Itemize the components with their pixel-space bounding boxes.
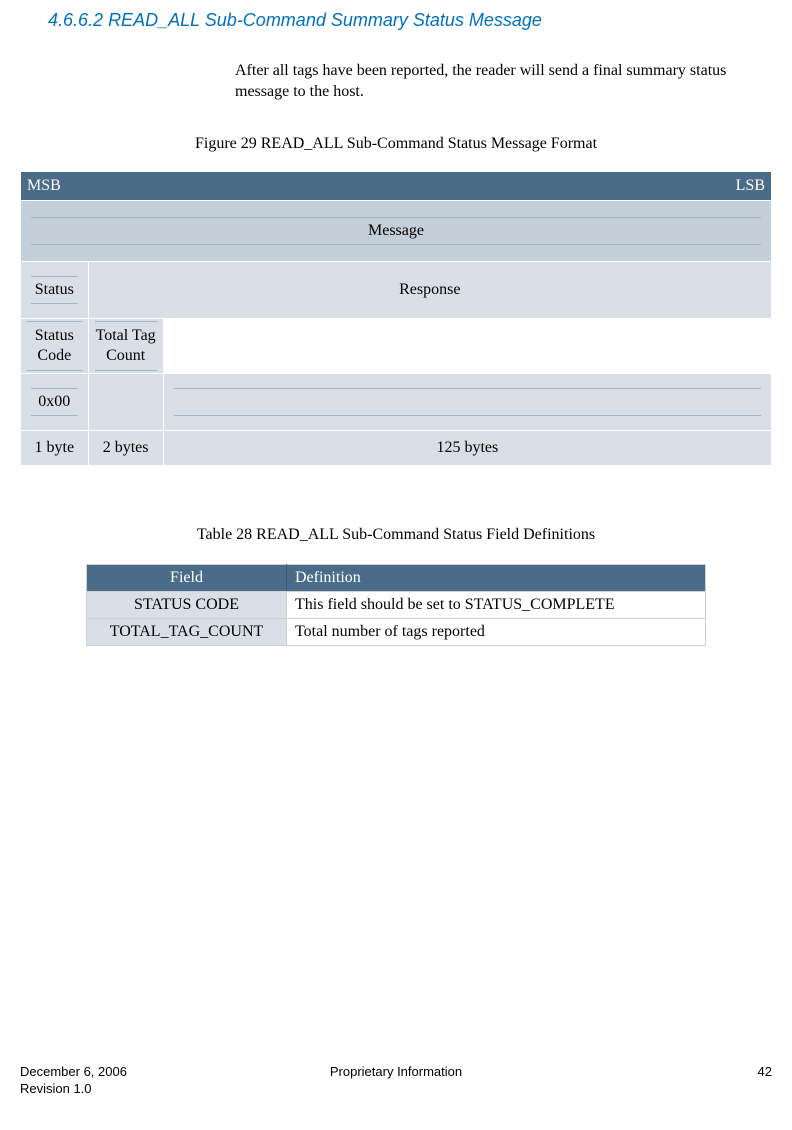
value-label: 0x00 — [31, 388, 78, 416]
table-row: STATUS CODE This field should be set to … — [87, 591, 706, 618]
field-definitions-table: Field Definition STATUS CODE This field … — [86, 564, 706, 646]
bytes-3: 125 bytes — [163, 430, 771, 465]
status-code-label: Status Code — [27, 321, 82, 371]
blank-cell-1 — [163, 318, 771, 373]
message-label: Message — [31, 217, 761, 245]
field-cell: STATUS CODE — [87, 591, 287, 618]
bytes-row: 1 byte 2 bytes 125 bytes — [21, 430, 772, 465]
status-code-cell: Status Code — [21, 318, 89, 373]
page-footer: December 6, 2006 Revision 1.0 Proprietar… — [20, 1064, 772, 1098]
bytes-2: 2 bytes — [88, 430, 163, 465]
table-header-row: MSB LSB — [21, 171, 772, 200]
status-label: Status — [31, 276, 78, 304]
status-cell: Status — [21, 261, 89, 318]
message-cell: Message — [21, 200, 772, 261]
definition-cell: This field should be set to STATUS_COMPL… — [287, 591, 706, 618]
footer-center: Proprietary Information — [20, 1064, 772, 1079]
total-tag-label: Total Tag Count — [95, 321, 157, 371]
total-tag-cell: Total Tag Count — [88, 318, 163, 373]
value-cell: 0x00 — [21, 373, 89, 430]
blank-cell-3 — [163, 373, 771, 430]
message-format-table: MSB LSB Message Status Response Status C… — [20, 171, 772, 466]
table-caption: Table 28 READ_ALL Sub-Command Status Fie… — [20, 526, 772, 544]
def-header-row: Field Definition — [87, 564, 706, 591]
field-cell: TOTAL_TAG_COUNT — [87, 618, 287, 645]
status-response-row: Status Response — [21, 261, 772, 318]
blank-line — [174, 388, 761, 416]
value-row: 0x00 — [21, 373, 772, 430]
section-number: 4.6.6.2 — [48, 10, 103, 30]
table-row: TOTAL_TAG_COUNT Total number of tags rep… — [87, 618, 706, 645]
blank-cell-2 — [88, 373, 163, 430]
lsb-label: LSB — [736, 177, 765, 195]
section-title: READ_ALL Sub-Command Summary Status Mess… — [108, 10, 542, 30]
msb-label: MSB — [27, 177, 61, 195]
footer-revision: Revision 1.0 — [20, 1081, 127, 1098]
section-heading: 4.6.6.2 READ_ALL Sub-Command Summary Sta… — [20, 10, 772, 31]
definition-cell: Total number of tags reported — [287, 618, 706, 645]
response-cell: Response — [88, 261, 771, 318]
message-row: Message — [21, 200, 772, 261]
figure-caption: Figure 29 READ_ALL Sub-Command Status Me… — [20, 135, 772, 153]
bytes-1: 1 byte — [21, 430, 89, 465]
definition-header: Definition — [287, 564, 706, 591]
intro-text: After all tags have been reported, the r… — [235, 61, 742, 103]
field-header: Field — [87, 564, 287, 591]
msb-lsb-header: MSB LSB — [21, 171, 772, 200]
code-row: Status Code Total Tag Count — [21, 318, 772, 373]
